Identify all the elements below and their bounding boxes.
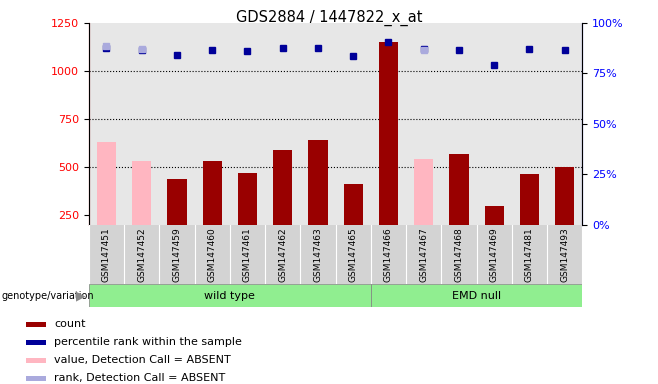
Bar — [442, 23, 476, 225]
Bar — [406, 23, 442, 225]
Text: GSM147465: GSM147465 — [349, 228, 358, 282]
Text: wild type: wild type — [205, 291, 255, 301]
Bar — [265, 23, 300, 225]
Bar — [203, 161, 222, 225]
Bar — [512, 23, 547, 225]
Bar — [195, 23, 230, 225]
Bar — [379, 42, 398, 225]
Text: GSM147467: GSM147467 — [419, 228, 428, 282]
Bar — [167, 179, 187, 225]
Bar — [343, 184, 363, 225]
Text: ▶: ▶ — [76, 289, 86, 302]
Text: GSM147459: GSM147459 — [172, 228, 182, 282]
Text: GSM147460: GSM147460 — [208, 228, 216, 282]
Text: GSM147481: GSM147481 — [525, 228, 534, 282]
Bar — [336, 23, 371, 225]
Bar — [273, 150, 292, 225]
Bar — [414, 159, 434, 225]
Bar — [132, 161, 151, 225]
Text: count: count — [54, 319, 86, 329]
Bar — [97, 142, 116, 225]
Bar — [547, 23, 582, 225]
Text: EMD null: EMD null — [452, 291, 501, 301]
Bar — [26, 376, 45, 381]
Text: GSM147469: GSM147469 — [490, 228, 499, 282]
Text: GSM147468: GSM147468 — [455, 228, 463, 282]
Bar — [555, 167, 574, 225]
Bar — [484, 207, 504, 225]
Bar — [159, 23, 195, 225]
Text: GSM147451: GSM147451 — [102, 228, 111, 282]
Text: GDS2884 / 1447822_x_at: GDS2884 / 1447822_x_at — [236, 10, 422, 26]
Bar — [449, 154, 468, 225]
Bar — [26, 339, 45, 345]
Text: GSM147452: GSM147452 — [138, 228, 146, 282]
Bar — [308, 140, 328, 225]
Bar — [89, 23, 124, 225]
Bar — [89, 284, 371, 307]
Bar — [520, 174, 539, 225]
Text: percentile rank within the sample: percentile rank within the sample — [54, 337, 242, 347]
Bar — [371, 23, 406, 225]
Text: rank, Detection Call = ABSENT: rank, Detection Call = ABSENT — [54, 373, 226, 383]
Bar — [238, 173, 257, 225]
Bar — [476, 23, 512, 225]
Text: GSM147461: GSM147461 — [243, 228, 252, 282]
Text: genotype/variation: genotype/variation — [1, 291, 94, 301]
Text: value, Detection Call = ABSENT: value, Detection Call = ABSENT — [54, 355, 231, 365]
Bar — [124, 23, 159, 225]
Bar — [26, 358, 45, 363]
Text: GSM147493: GSM147493 — [560, 228, 569, 282]
Bar — [300, 23, 336, 225]
Bar — [230, 23, 265, 225]
Text: GSM147466: GSM147466 — [384, 228, 393, 282]
Bar — [26, 322, 45, 327]
Text: GSM147463: GSM147463 — [313, 228, 322, 282]
Text: GSM147462: GSM147462 — [278, 228, 287, 282]
Bar — [371, 284, 582, 307]
